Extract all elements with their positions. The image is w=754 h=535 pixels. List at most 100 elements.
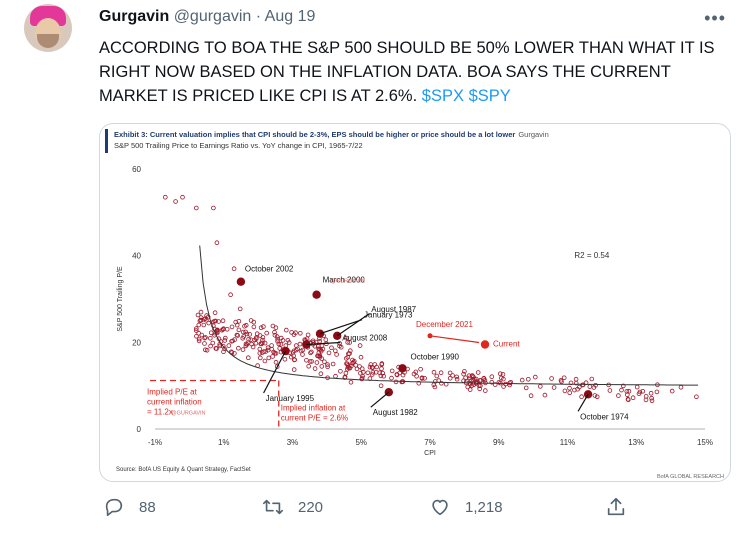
retweet-button[interactable]: 220 [262, 496, 323, 518]
scatter-point [306, 364, 312, 369]
like-button[interactable]: 1,218 [429, 496, 503, 518]
scatter-point [236, 327, 242, 333]
scatter-point [323, 337, 329, 343]
scatter-point [194, 328, 199, 333]
chart-axes: -1% 1% 3% 5% 7% 9% 11% 13% 15% 0 20 40 60 CPI S&P 500 … [117, 165, 713, 457]
scatter-point [372, 362, 378, 367]
scatter-point [226, 343, 232, 348]
retweet-icon [263, 499, 283, 515]
scatter-point [345, 355, 351, 360]
scatter-point [246, 355, 251, 361]
scatter-point [465, 384, 471, 390]
scatter-point [198, 315, 204, 320]
like-icon [432, 499, 448, 516]
scatter-point [291, 367, 297, 372]
scatter-point [236, 345, 241, 351]
scatter-point [347, 340, 353, 345]
scatter-point [195, 312, 201, 318]
more-horizontal-icon[interactable]: ••• [704, 8, 726, 28]
scatter-point [196, 338, 202, 344]
tweet-media-chart[interactable]: Exhibit 3: Current valuation implies tha… [99, 123, 731, 482]
cashtag-spx[interactable]: $SPX [421, 87, 464, 105]
scatter-point [211, 323, 216, 329]
point-label: August 2008 [342, 334, 387, 343]
scatter-point [206, 320, 211, 326]
scatter-point [567, 390, 573, 396]
watermark-label: @GURGAVIN [330, 279, 365, 285]
scatter-point [500, 372, 506, 377]
x-tick-label: 5% [355, 438, 367, 447]
implied-pe-annotation: = 11.2x [147, 407, 173, 416]
scatter-point [264, 330, 270, 336]
scatter-point [439, 380, 444, 386]
point-label: October 1974 [580, 412, 629, 421]
scatter-point [640, 388, 646, 394]
scatter-point [525, 377, 531, 382]
scatter-point [317, 353, 323, 359]
scatter-point [273, 351, 279, 356]
scatter-point [343, 335, 349, 341]
scatter-point [477, 386, 483, 392]
point-label: December 2021 [416, 320, 473, 329]
scatter-point [431, 369, 437, 375]
scatter-point [211, 205, 216, 211]
tweet-date[interactable]: Aug 19 [264, 8, 316, 25]
scatter-point [265, 345, 271, 351]
scatter-point [432, 384, 438, 390]
scatter-point [275, 336, 280, 342]
scatter-point [343, 370, 349, 376]
r2-label: R2 = 0.54 [574, 251, 609, 260]
scatter-point [262, 340, 268, 346]
reply-button[interactable]: 88 [103, 496, 156, 518]
y-tick-label: 60 [132, 165, 141, 174]
scatter-point [222, 338, 228, 343]
tweet-header: Gurgavin @gurgavin · Aug 19 [99, 8, 315, 26]
scatter-point [261, 324, 266, 329]
display-name[interactable]: Gurgavin [99, 8, 170, 25]
scatter-point [345, 363, 351, 368]
cashtag-spy[interactable]: $SPY [468, 87, 511, 105]
scatter-point [551, 385, 557, 390]
scatter-point [381, 373, 387, 379]
scatter-point [295, 346, 300, 352]
point-label: January 1973 [364, 311, 413, 320]
point-label: October 2002 [245, 265, 294, 274]
scatter-point [592, 393, 598, 398]
x-tick-label: 11% [560, 438, 575, 447]
scatter-point [215, 327, 220, 333]
share-button[interactable] [605, 496, 641, 518]
scatter-point [194, 326, 199, 331]
scatter-point [273, 359, 279, 365]
x-tick-label: 7% [424, 438, 436, 447]
scatter-point [367, 364, 373, 370]
y-axis-label: S&P 500 Trailing P/E [117, 266, 124, 332]
scatter-point [246, 337, 251, 342]
scatter-point [194, 334, 199, 339]
highlight-point [315, 329, 325, 338]
scatter-point [262, 358, 268, 364]
tweet-body: ACCORDING TO BOA THE S&P 500 SHOULD BE 5… [99, 39, 715, 105]
reply-icon [105, 498, 123, 517]
scatter-point [357, 343, 363, 348]
handle[interactable]: @gurgavin [173, 8, 252, 25]
avatar[interactable] [24, 4, 72, 52]
scatter-point [214, 346, 219, 351]
scatter-point [333, 348, 338, 354]
scatter-point [307, 359, 313, 364]
scatter-point [276, 341, 282, 347]
scatter-point [630, 395, 636, 401]
scatter-point [305, 332, 311, 338]
scatter-point [297, 341, 303, 347]
scatter-point [271, 349, 277, 355]
scatter-point [669, 388, 675, 394]
scatter-point [454, 374, 460, 380]
scatter-point [251, 324, 257, 330]
scatter-point [317, 338, 323, 344]
scatter-point [325, 364, 330, 370]
scatter-point [203, 347, 208, 353]
scatter-point [473, 376, 479, 382]
scatter-point [537, 384, 543, 389]
scatter-point [462, 369, 467, 374]
scatter-point [549, 376, 554, 381]
x-tick-label: 15% [697, 438, 713, 447]
